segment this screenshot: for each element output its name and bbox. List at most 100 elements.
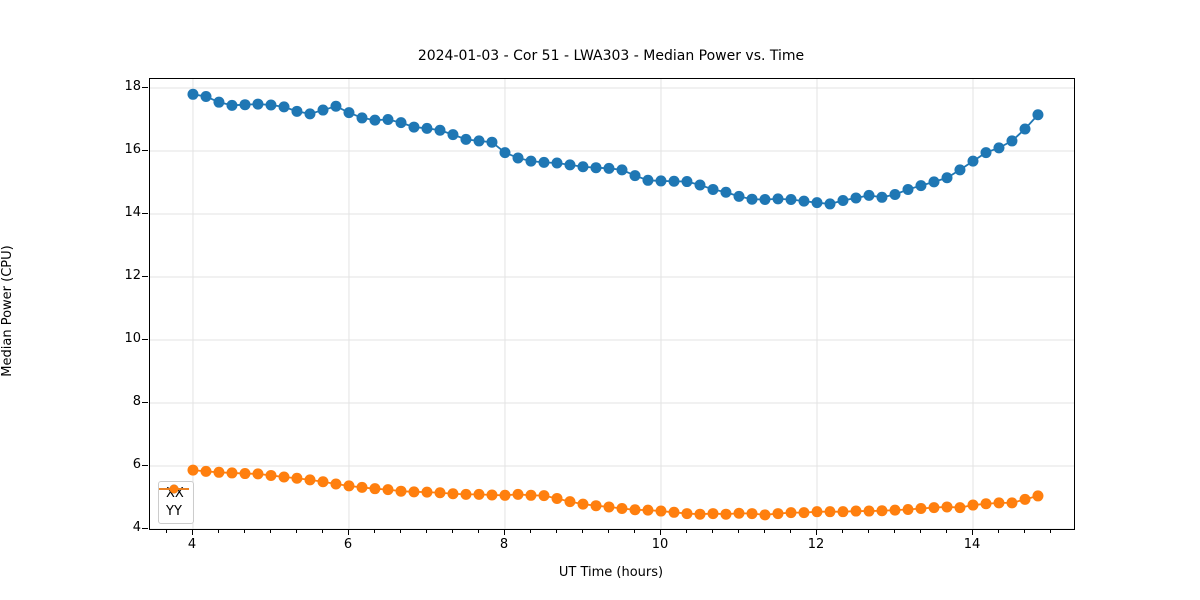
data-point-yy [694, 508, 706, 520]
data-point-xx [408, 121, 420, 133]
tick-mark [142, 87, 148, 88]
data-point-xx [187, 88, 199, 100]
data-point-yy [382, 484, 394, 496]
data-point-xx [980, 147, 992, 159]
y-tick-label: 18 [124, 79, 141, 94]
yy-line-marker-icon [159, 484, 189, 494]
data-point-yy [239, 468, 251, 480]
tick-mark [400, 529, 401, 533]
data-point-yy [954, 502, 966, 514]
data-point-yy [863, 505, 875, 517]
data-point-yy [759, 509, 771, 521]
x-tick-label: 10 [651, 537, 669, 552]
y-tick-label: 4 [132, 520, 141, 535]
data-point-xx [317, 104, 329, 116]
data-point-xx [993, 142, 1005, 154]
data-point-xx [720, 186, 732, 198]
data-point-yy [564, 496, 576, 508]
data-point-yy [616, 503, 628, 515]
data-point-yy [551, 492, 563, 504]
tick-mark [374, 529, 375, 533]
data-point-xx [551, 157, 563, 169]
tick-mark [1024, 529, 1025, 533]
data-point-xx [369, 114, 381, 126]
data-point-yy [512, 488, 524, 500]
data-point-xx [811, 197, 823, 209]
data-point-xx [499, 147, 511, 159]
data-point-xx [733, 190, 745, 202]
x-axis-label: UT Time (hours) [558, 565, 664, 580]
data-point-xx [837, 194, 849, 206]
data-point-xx [798, 195, 810, 207]
data-point-xx [525, 155, 537, 167]
data-point-yy [317, 476, 329, 488]
data-point-yy [590, 500, 602, 512]
data-point-xx [928, 176, 940, 188]
data-point-yy [980, 498, 992, 510]
data-point-yy [850, 505, 862, 517]
data-point-xx [863, 189, 875, 201]
data-point-xx [226, 99, 238, 111]
tick-mark [142, 276, 148, 277]
data-point-xx [200, 91, 212, 103]
data-point-xx [603, 162, 615, 174]
data-point-xx [668, 175, 680, 187]
data-point-xx [265, 99, 277, 111]
data-point-xx [616, 164, 628, 176]
tick-mark [452, 529, 453, 533]
data-point-yy [200, 465, 212, 477]
tick-mark [660, 529, 661, 535]
y-tick-label: 6 [132, 457, 141, 472]
data-point-xx [343, 107, 355, 119]
data-point-yy [525, 489, 537, 501]
tick-mark [166, 529, 167, 533]
data-point-xx [915, 180, 927, 192]
x-tick-label: 12 [807, 537, 825, 552]
data-point-xx [486, 136, 498, 148]
data-point-yy [343, 480, 355, 492]
tick-mark [712, 529, 713, 533]
data-point-yy [460, 488, 472, 500]
y-tick-label: 14 [124, 205, 141, 220]
data-point-xx [252, 98, 264, 110]
data-point-xx [967, 155, 979, 167]
data-point-xx [213, 96, 225, 108]
data-point-yy [928, 502, 940, 514]
tick-mark [142, 528, 148, 529]
tick-mark [296, 529, 297, 533]
data-point-yy [486, 489, 498, 501]
data-point-yy [941, 501, 953, 513]
data-point-xx [356, 112, 368, 124]
data-point-xx [902, 183, 914, 195]
tick-mark [504, 529, 505, 535]
tick-mark [582, 529, 583, 533]
data-point-xx [538, 156, 550, 168]
legend-label-yy: YY [166, 504, 182, 519]
data-point-yy [278, 471, 290, 483]
data-point-xx [876, 191, 888, 203]
tick-mark [530, 529, 531, 533]
data-point-yy [473, 488, 485, 500]
data-point-xx [473, 135, 485, 147]
data-point-yy [785, 507, 797, 519]
data-point-xx [629, 170, 641, 182]
data-point-yy [1006, 497, 1018, 509]
data-point-yy [538, 490, 550, 502]
data-point-xx [1032, 109, 1044, 121]
x-tick-label: 4 [187, 537, 197, 552]
tick-mark [634, 529, 635, 533]
data-point-yy [746, 508, 758, 520]
data-point-yy [447, 488, 459, 500]
data-point-yy [252, 468, 264, 480]
x-tick-label: 8 [499, 537, 509, 552]
data-point-xx [642, 174, 654, 186]
tick-mark [868, 529, 869, 533]
data-point-yy [330, 478, 342, 490]
data-point-xx [889, 188, 901, 200]
data-point-yy [603, 501, 615, 513]
y-tick-label: 16 [124, 142, 141, 157]
tick-mark [998, 529, 999, 533]
data-point-yy [837, 506, 849, 518]
tick-mark [322, 529, 323, 533]
data-point-yy [915, 503, 927, 515]
